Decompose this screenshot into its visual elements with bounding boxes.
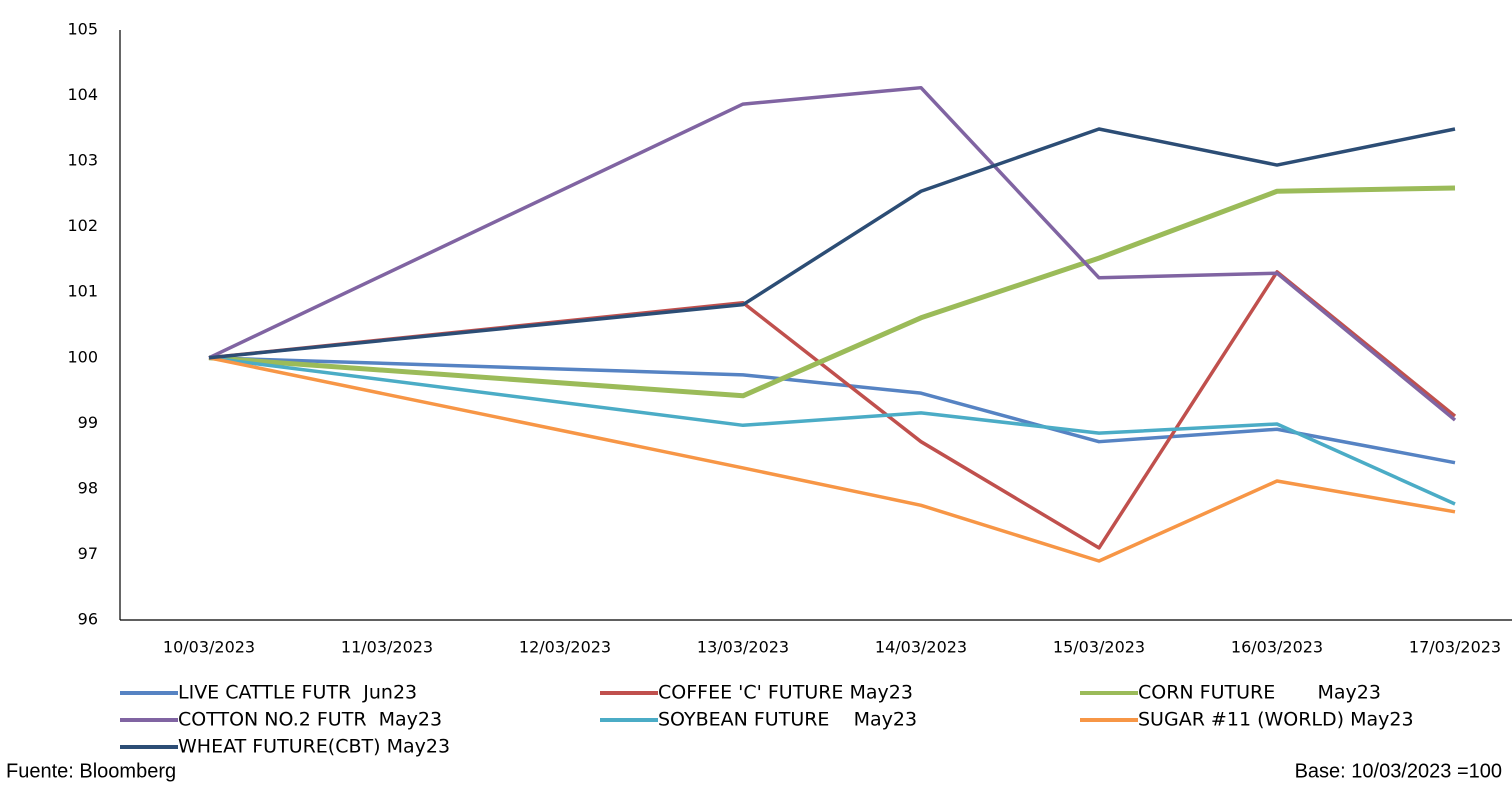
x-tick-label: 14/03/2023 (875, 638, 967, 657)
legend-label: COTTON NO.2 FUTR May23 (178, 709, 442, 731)
series-line (208, 270, 1457, 550)
y-tick-label: 96 (78, 610, 98, 629)
series-line (208, 85, 1457, 422)
x-tick-label: 16/03/2023 (1231, 638, 1323, 657)
series-line (208, 356, 1456, 563)
legend-label: LIVE CATTLE FUTR Jun23 (178, 682, 417, 704)
legend-label: WHEAT FUTURE(CBT) May23 (178, 736, 450, 758)
y-tick-label: 97 (78, 544, 98, 563)
x-tick-label: 13/03/2023 (697, 638, 789, 657)
legend-label: COFFEE 'C' FUTURE May23 (658, 682, 913, 704)
legend-label: SUGAR #11 (WORLD) May23 (1138, 709, 1414, 731)
y-tick-label: 98 (78, 478, 98, 497)
y-tick-label: 104 (67, 85, 98, 104)
y-tick-label: 103 (67, 151, 98, 170)
y-tick-label: 100 (67, 347, 98, 366)
y-tick-label: 101 (67, 282, 98, 301)
series-line (208, 356, 1456, 465)
series-line (208, 356, 1456, 506)
x-tick-label: 12/03/2023 (519, 638, 611, 657)
x-tick-label: 10/03/2023 (163, 638, 255, 657)
y-tick-label: 105 (67, 20, 98, 39)
series-line (208, 127, 1456, 360)
series-line (208, 185, 1456, 399)
legend-label: SOYBEAN FUTURE May23 (658, 709, 917, 731)
note: Base: 10/03/2023 =100 (1295, 760, 1502, 782)
y-tick-label: 102 (67, 216, 98, 235)
y-tick-label: 99 (78, 413, 98, 432)
source: Fuente: Bloomberg (6, 760, 176, 782)
legend-label: CORN FUTURE May23 (1138, 682, 1381, 704)
x-tick-label: 17/03/2023 (1409, 638, 1501, 657)
x-tick-label: 11/03/2023 (341, 638, 433, 657)
x-tick-label: 15/03/2023 (1053, 638, 1145, 657)
